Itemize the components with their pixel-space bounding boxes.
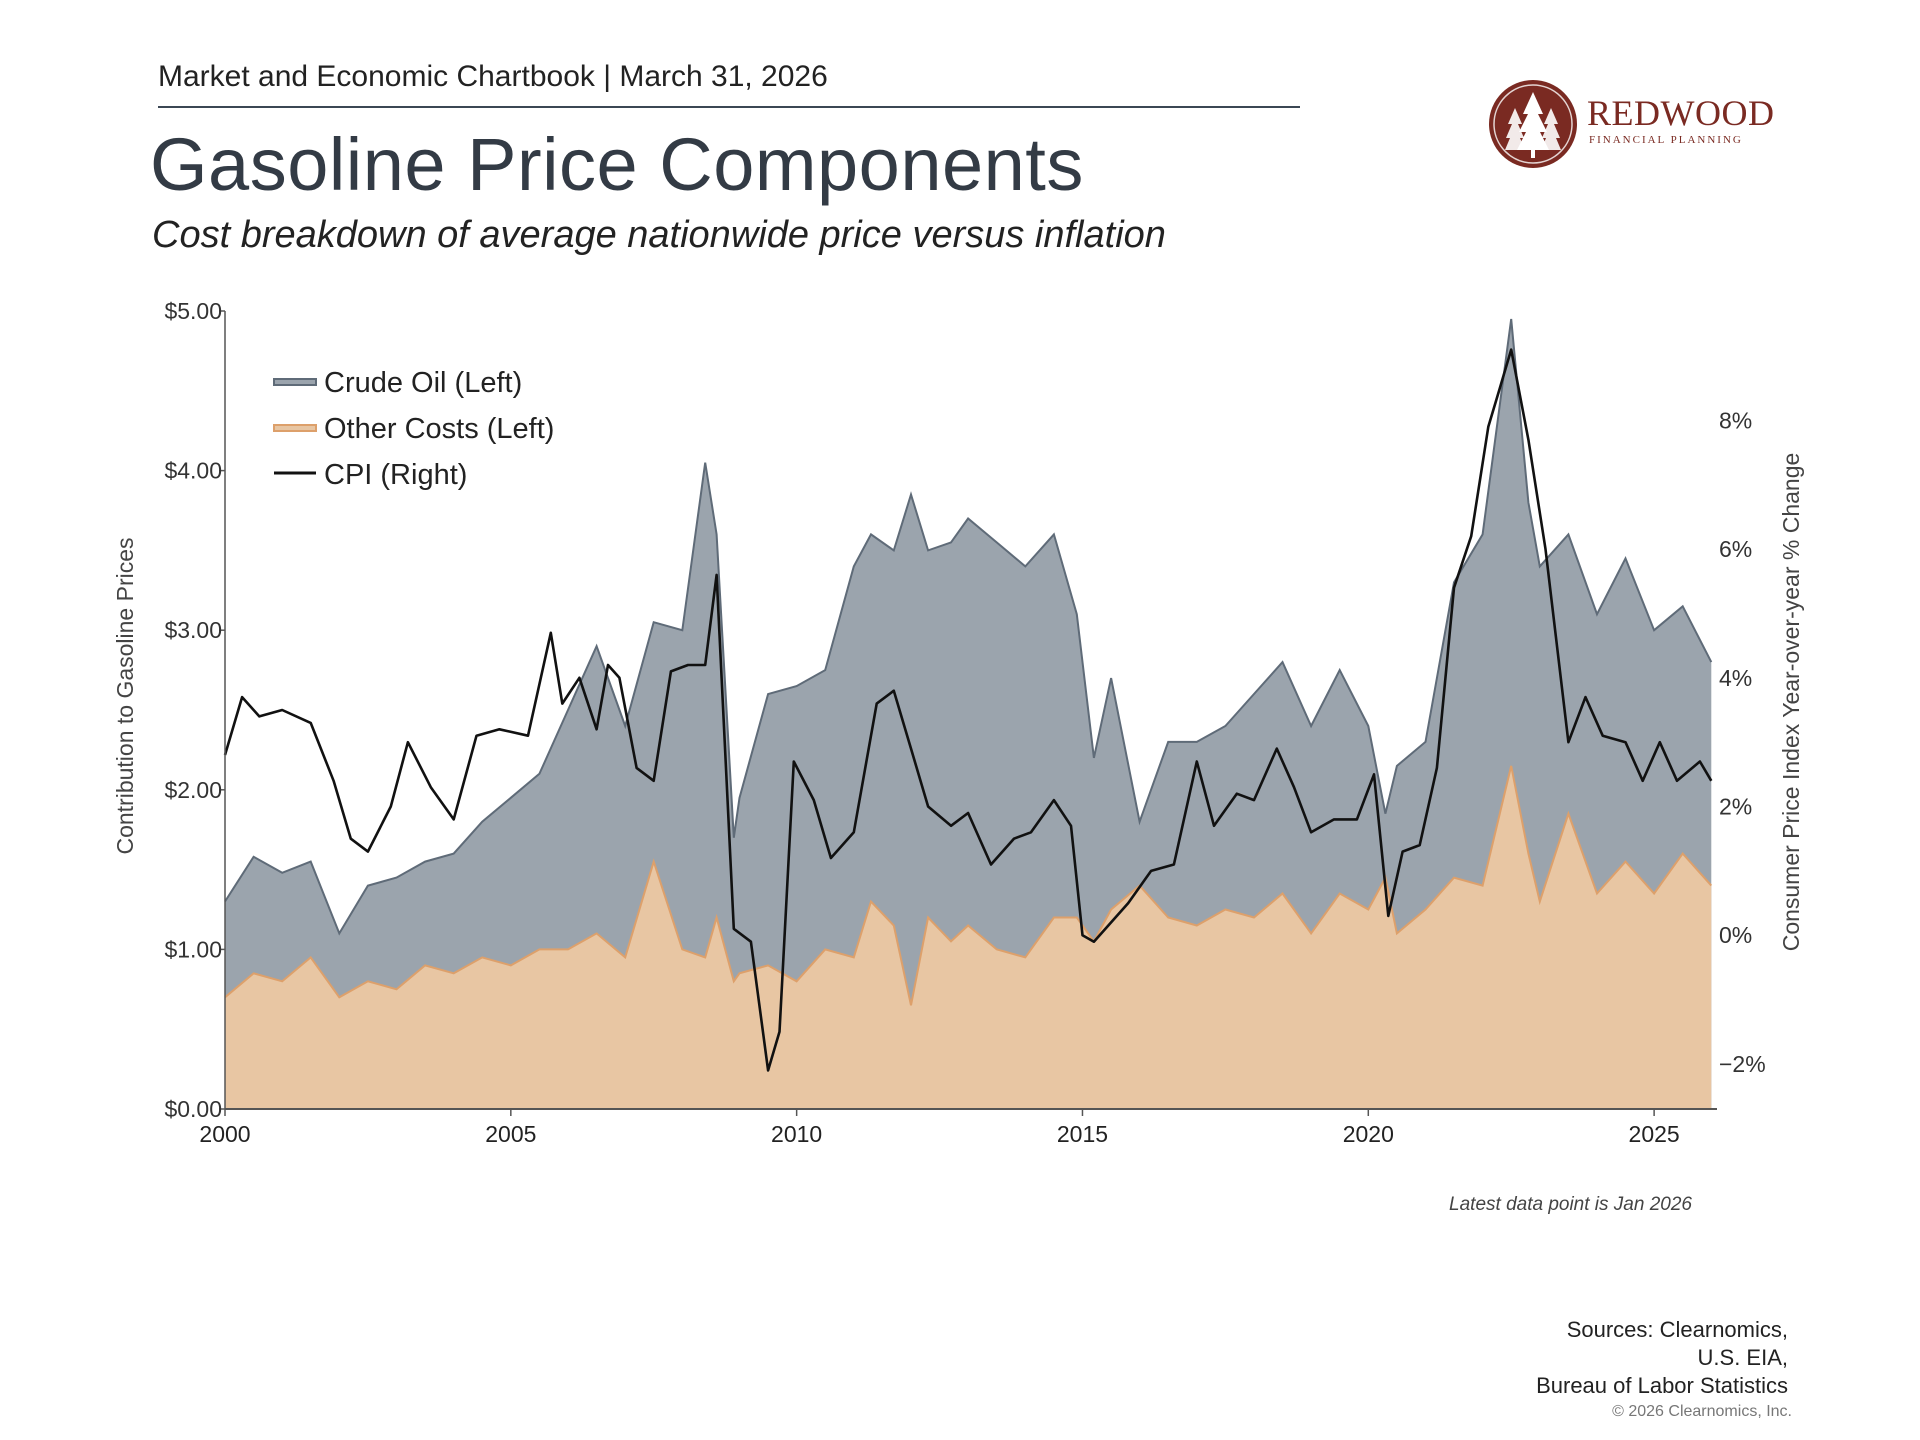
sources-block: Sources: Clearnomics, U.S. EIA, Bureau o… [1536, 1316, 1788, 1400]
y-left-tick-label: $4.00 [164, 458, 222, 484]
y-axis-right-label: Consumer Price Index Year-over-year % Ch… [1778, 453, 1804, 952]
x-tick-label: 2020 [1343, 1121, 1394, 1147]
source-line: Sources: Clearnomics, [1566, 1317, 1788, 1342]
other-costs-area [225, 765, 1712, 1109]
y-left-tick-label: $1.00 [164, 936, 222, 962]
y-left-tick-label: $2.00 [164, 777, 222, 803]
chartbook-header: Market and Economic Chartbook | March 31… [158, 60, 828, 93]
logo-wordmark: REDWOOD [1587, 93, 1775, 133]
x-tick-label: 2000 [199, 1121, 250, 1147]
y-left-tick-label: $5.00 [164, 298, 222, 324]
legend-swatch-crude [273, 378, 317, 386]
y-right-tick-label: 0% [1719, 922, 1752, 948]
source-line: Bureau of Labor Statistics [1536, 1373, 1788, 1398]
header-divider [158, 106, 1300, 108]
copyright: © 2026 Clearnomics, Inc. [1612, 1403, 1792, 1420]
page-subtitle: Cost breakdown of average nationwide pri… [152, 214, 1166, 256]
redwood-tree-icon [1489, 80, 1577, 168]
y-left-tick-label: $0.00 [164, 1096, 222, 1122]
y-right-tick-label: 2% [1719, 794, 1752, 820]
legend-swatch-other [273, 424, 317, 432]
page-title: Gasoline Price Components [150, 123, 1084, 206]
y-axis-left-label: Contribution to Gasoline Prices [112, 537, 138, 854]
logo-tagline: FINANCIAL PLANNING [1589, 134, 1743, 146]
y-right-tick-label: −2% [1719, 1051, 1766, 1077]
y-right-tick-label: 6% [1719, 536, 1752, 562]
legend-label-other: Other Costs (Left) [324, 413, 554, 445]
source-line: U.S. EIA, [1697, 1345, 1788, 1370]
redwood-logo: REDWOOD FINANCIAL PLANNING [1487, 76, 1787, 172]
latest-data-note: Latest data point is Jan 2026 [1449, 1194, 1692, 1215]
x-tick-label: 2010 [771, 1121, 822, 1147]
legend-label-cpi: CPI (Right) [324, 459, 467, 491]
legend-label-crude: Crude Oil (Left) [324, 367, 522, 399]
y-right-tick-label: 8% [1719, 407, 1752, 433]
y-left-tick-label: $3.00 [164, 617, 222, 643]
y-right-tick-label: 4% [1719, 665, 1752, 691]
x-tick-label: 2005 [485, 1121, 536, 1147]
other-costs-edge [224, 765, 1713, 1006]
x-tick-label: 2015 [1057, 1121, 1108, 1147]
x-tick-label: 2025 [1629, 1121, 1680, 1147]
cpi-line [223, 348, 1713, 1072]
